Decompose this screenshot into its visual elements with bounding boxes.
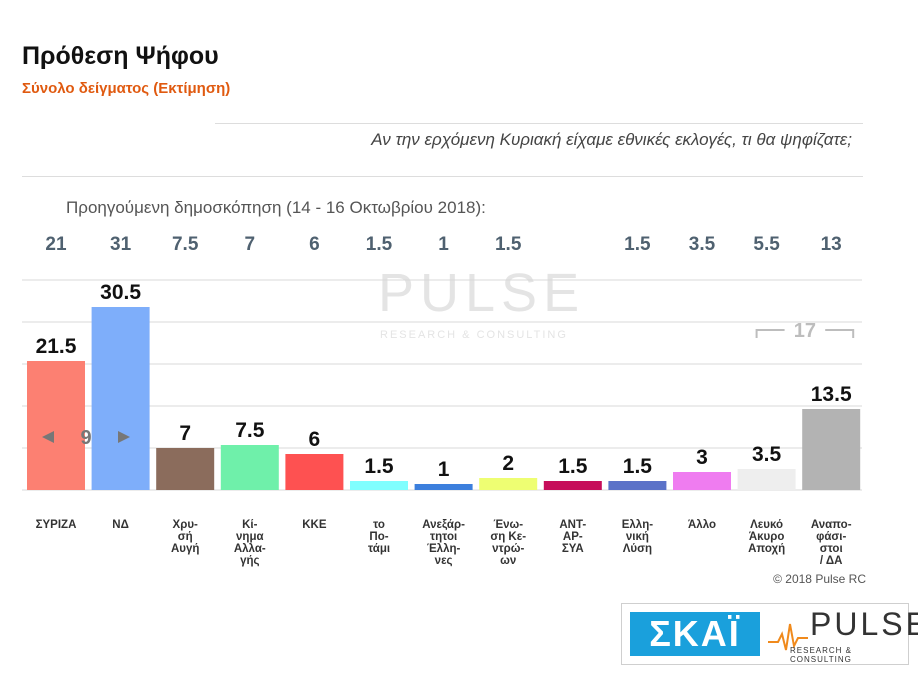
category-label-6-3: νες — [435, 555, 453, 567]
bar-4 — [285, 454, 344, 490]
previous-poll-value-10: 3.5 — [688, 234, 716, 255]
value-label-7: 2 — [502, 452, 514, 475]
previous-poll-value-9: 1.5 — [624, 234, 651, 255]
category-label-4-0: ΚΚΕ — [302, 519, 327, 531]
value-label-4: 6 — [309, 428, 321, 451]
bar-5 — [350, 481, 408, 490]
category-label-3-1: νημα — [236, 531, 264, 543]
category-label-12-3: / ΔΑ — [820, 555, 843, 567]
copyright: © 2018 Pulse RC — [773, 572, 866, 586]
previous-poll-value-2: 7.5 — [171, 234, 199, 255]
previous-poll-value-6: 1 — [438, 234, 449, 255]
category-label-12-1: φάσι- — [816, 531, 846, 543]
bar-7 — [479, 478, 538, 490]
category-label-8-0: ΑΝΤ- — [559, 519, 586, 531]
previous-poll-value-0: 21 — [45, 234, 67, 255]
category-label-5-0: το — [373, 519, 385, 531]
category-label-7-0: Ένω- — [493, 519, 523, 531]
survey-question: Αν την ερχόμενη Κυριακή είχαμε εθνικές ε… — [371, 130, 852, 149]
chart-subtitle: Σύνολο δείγματος (Εκτίμηση) — [22, 80, 231, 97]
category-label-8-1: ΑΡ- — [563, 531, 583, 543]
category-label-3-2: Αλλα- — [234, 543, 266, 555]
previous-poll-value-1: 31 — [110, 234, 132, 255]
category-label-11-2: Αποχή — [748, 543, 785, 555]
category-label-12-2: στοι — [820, 543, 843, 555]
bracket-left — [755, 329, 785, 338]
logo-box: ΣΚΑΪ PULSE RESEARCH & CONSULTING — [621, 603, 918, 665]
pulse-logo: PULSE — [810, 606, 918, 642]
skai-logo: ΣΚΑΪ — [630, 612, 760, 656]
bracket-right — [825, 329, 855, 338]
category-label-9-0: Ελλη- — [622, 519, 653, 531]
bar-8 — [543, 481, 602, 490]
category-label-6-2: Έλλη- — [427, 543, 461, 555]
category-label-6-1: τητοι — [430, 531, 457, 543]
previous-poll-value-4: 6 — [309, 234, 320, 255]
pulse-logo-tagline: RESEARCH & CONSULTING — [790, 646, 853, 664]
previous-poll-label: Προηγούμενη δημοσκόπηση (14 - 16 Οκτωβρί… — [66, 198, 486, 217]
bar-3 — [220, 445, 279, 490]
category-label-11-0: Λευκό — [750, 519, 783, 531]
bar-2 — [156, 448, 215, 490]
divider-middle — [22, 176, 863, 177]
category-label-6-0: Ανεξάρ- — [422, 519, 465, 531]
gap-value: 9 — [80, 427, 91, 449]
category-label-12-0: Αναπο- — [811, 519, 852, 531]
value-label-5: 1.5 — [364, 455, 394, 478]
category-label-3-0: Κί- — [242, 519, 258, 531]
value-label-0: 21.5 — [36, 335, 77, 358]
category-label-7-3: ων — [500, 555, 516, 567]
category-label-9-2: Λύση — [623, 543, 652, 555]
bar-10 — [673, 472, 731, 490]
watermark-tagline: RESEARCH & CONSULTING — [380, 329, 568, 341]
value-label-9: 1.5 — [623, 455, 653, 478]
category-label-2-2: Αυγή — [171, 543, 199, 555]
value-label-1: 30.5 — [100, 281, 141, 304]
bar-12 — [802, 409, 861, 490]
category-label-11-1: Άκυρο — [749, 531, 785, 543]
previous-poll-value-11: 5.5 — [753, 234, 780, 255]
category-label-1-0: ΝΔ — [112, 519, 129, 531]
previous-poll-value-3: 7 — [244, 234, 256, 255]
previous-poll-value-5: 1.5 — [365, 234, 393, 255]
value-label-2: 7 — [179, 422, 191, 445]
chart-title: Πρόθεση Ψήφου — [22, 42, 219, 70]
value-label-8: 1.5 — [558, 455, 588, 478]
bracket-value: 17 — [794, 320, 816, 342]
category-label-7-2: ντρώ- — [492, 543, 524, 555]
bar-1 — [91, 307, 150, 490]
bar-9 — [608, 481, 667, 490]
bar-chart: 1721.5ΣΥΡΙΖΑ30.5ΝΔ7Χρυ-σήΑυγή7.5Κί-νημαΑ… — [22, 279, 862, 567]
divider-top — [215, 123, 863, 124]
category-label-0-0: ΣΥΡΙΖΑ — [36, 519, 77, 531]
value-label-10: 3 — [696, 446, 708, 469]
category-label-7-1: ση Κε- — [490, 531, 526, 543]
previous-poll-value-12: 13 — [820, 234, 842, 255]
value-label-3: 7.5 — [235, 419, 265, 442]
value-label-11: 3.5 — [752, 443, 782, 466]
category-label-2-0: Χρυ- — [173, 519, 198, 531]
gap-arrow-right-icon — [118, 431, 130, 443]
gap-arrow-left-icon — [42, 431, 54, 443]
category-label-10-0: Άλλο — [688, 519, 716, 531]
category-label-9-1: νική — [626, 531, 649, 543]
category-label-3-3: γής — [240, 555, 259, 567]
bar-6 — [414, 484, 473, 490]
value-label-12: 13.5 — [811, 383, 852, 406]
bar-11 — [737, 469, 796, 490]
bar-0 — [27, 361, 85, 490]
pulse-wave-icon — [768, 623, 808, 651]
category-label-5-2: τάμι — [368, 543, 390, 555]
category-label-8-2: ΣΥΑ — [562, 543, 584, 555]
watermark-pulse: PULSE — [378, 263, 586, 323]
category-label-5-1: Πο- — [369, 531, 388, 543]
category-label-2-1: σή — [178, 531, 193, 543]
previous-poll-value-7: 1.5 — [494, 234, 522, 255]
value-label-6: 1 — [438, 458, 450, 481]
